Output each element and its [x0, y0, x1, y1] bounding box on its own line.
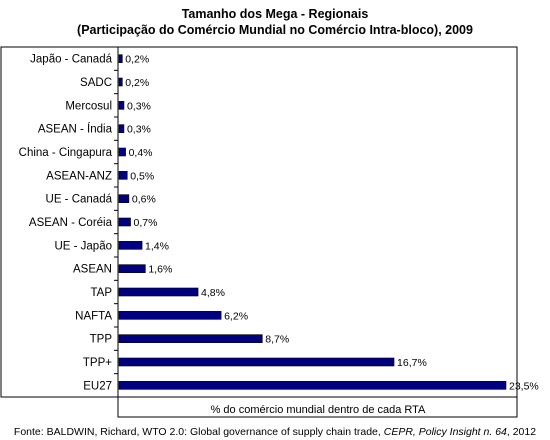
- data-label: 16,7%: [397, 357, 427, 369]
- bar: [118, 54, 123, 63]
- category-label: NAFTA: [75, 310, 112, 322]
- category-label: UE - Japão: [54, 240, 112, 252]
- chart-title: Tamanho dos Mega - Regionais: [181, 7, 369, 21]
- category-label: Mercosul: [65, 100, 112, 112]
- category-label: China - Cingapura: [19, 147, 113, 159]
- data-label: 0,4%: [129, 147, 153, 159]
- category-label: TAP: [90, 287, 112, 299]
- bar: [118, 101, 125, 110]
- chart-subtitle: (Participação do Comércio Mundial no Com…: [77, 23, 473, 37]
- category-label: TPP: [90, 334, 113, 346]
- bar: [118, 241, 143, 250]
- bar: [118, 194, 130, 203]
- data-label: 8,7%: [265, 334, 289, 346]
- category-label: Japão - Canadá: [30, 54, 112, 66]
- bar: [118, 311, 222, 320]
- category-label: ASEAN: [73, 264, 112, 276]
- category-label: ASEAN - Coréia: [29, 217, 113, 229]
- category-label: SADC: [80, 77, 112, 89]
- data-label: 0,3%: [127, 124, 151, 136]
- source-footnote: Fonte: BALDWIN, Richard, WTO 2.0: Global…: [0, 426, 550, 438]
- x-axis-label: % do comércio mundial dentro de cada RTA: [210, 404, 426, 416]
- category-label: EU27: [83, 380, 112, 392]
- data-label: 0,2%: [125, 77, 149, 89]
- source-publication: CEPR, Policy Insight n. 64: [383, 426, 507, 438]
- source-text: Fonte: BALDWIN, Richard, WTO 2.0: Global…: [13, 426, 384, 438]
- bar: [118, 381, 507, 390]
- bar: [118, 77, 123, 87]
- bar: [118, 334, 263, 343]
- bar: [118, 124, 125, 133]
- data-label: 0,6%: [132, 194, 156, 206]
- data-label: 1,4%: [145, 240, 169, 252]
- source-year: , 2012: [506, 426, 537, 438]
- category-label: ASEAN - Índia: [38, 123, 113, 136]
- category-label: UE - Canadá: [46, 194, 113, 206]
- x-axis-label-frame: [117, 396, 518, 418]
- category-label: TPP+: [83, 357, 112, 369]
- bar: [118, 171, 128, 180]
- data-label: 23,5%: [509, 380, 539, 392]
- data-label: 4,8%: [201, 287, 225, 299]
- bar: [118, 147, 126, 157]
- data-label: 0,7%: [134, 217, 158, 229]
- data-label: 0,5%: [130, 170, 154, 182]
- category-label: ASEAN-ANZ: [46, 170, 112, 182]
- data-label: 0,3%: [127, 100, 151, 112]
- bar: [118, 357, 395, 367]
- data-label: 6,2%: [224, 310, 248, 322]
- data-label: 1,6%: [148, 264, 172, 276]
- bar: [118, 217, 131, 227]
- bar: [118, 264, 146, 273]
- bar: [118, 287, 199, 297]
- data-label: 0,2%: [125, 54, 149, 66]
